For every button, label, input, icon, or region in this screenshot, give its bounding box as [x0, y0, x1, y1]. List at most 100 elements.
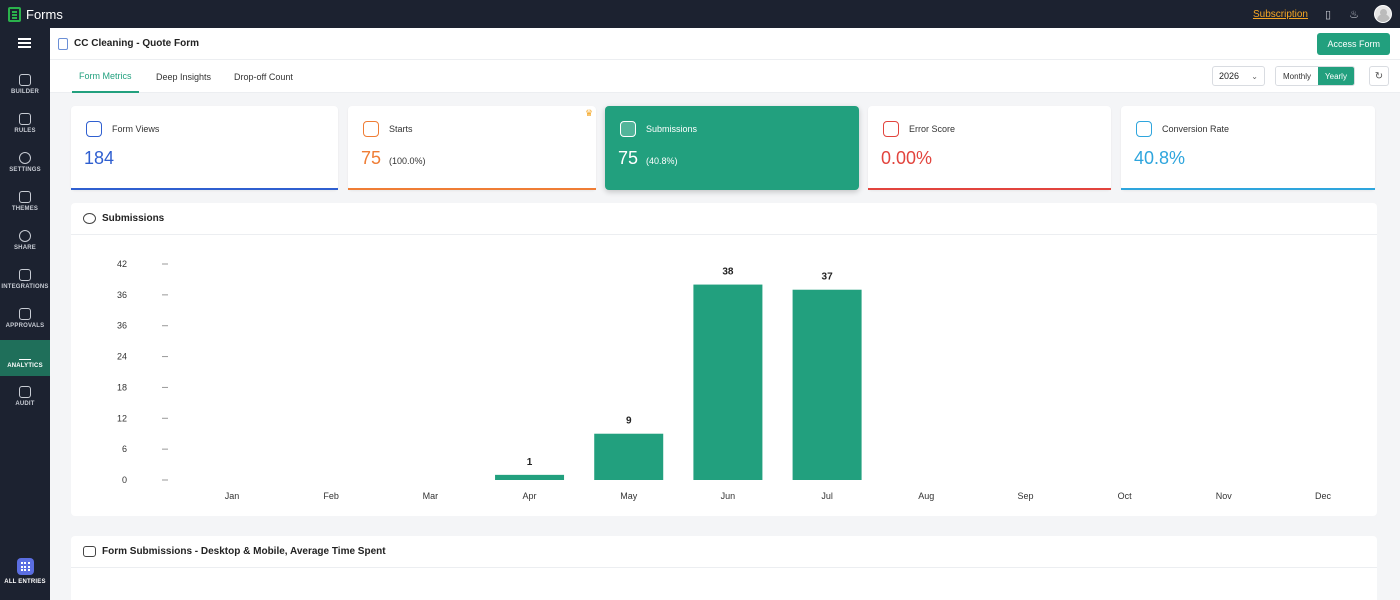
- bar-may[interactable]: [594, 433, 664, 480]
- card-accent-line: [71, 188, 338, 190]
- form-header: CC Cleaning - Quote Form Access Form: [50, 28, 1400, 60]
- sidebar-item-themes[interactable]: THEMES: [0, 183, 50, 219]
- card-value: 184: [84, 148, 114, 169]
- y-tick-label: 6: [122, 444, 127, 454]
- card-value-number: 184: [84, 148, 115, 168]
- x-tick-label: May: [620, 491, 638, 501]
- bar-jun[interactable]: [693, 284, 763, 480]
- card-value-number: 75: [618, 148, 639, 168]
- y-tick-label: 12: [117, 413, 127, 423]
- sidebar-item-audit[interactable]: AUDIT: [0, 378, 50, 414]
- tab-bar: Form Metrics Deep Insights Drop-off Coun…: [50, 60, 1400, 93]
- metric-card-starts[interactable]: Starts 75 (100.0%): [348, 106, 596, 190]
- sidebar-item-builder[interactable]: BUILDER: [0, 66, 50, 102]
- form-title: CC Cleaning - Quote Form: [58, 37, 199, 50]
- refresh-button[interactable]: ↻: [1369, 66, 1389, 86]
- palette-icon: [19, 190, 31, 203]
- starts-icon: [363, 121, 379, 137]
- year-select[interactable]: 2026 ⌄: [1212, 66, 1265, 86]
- sidebar-item-share[interactable]: SHARE: [0, 222, 50, 258]
- devices-panel: Form Submissions - Desktop & Mobile, Ave…: [71, 536, 1377, 600]
- card-label: Conversion Rate: [1162, 124, 1230, 134]
- card-sub-value: (40.8%): [646, 156, 678, 166]
- sidebar-item-label: SHARE: [13, 244, 36, 251]
- submissions-panel: Submissions 0 6 12 18 24 36 36 42 Jan Feb Mar 1 Apr 9…: [71, 203, 1377, 516]
- x-tick-label: Oct: [1118, 491, 1133, 501]
- sidebar-item-label: AUDIT: [15, 400, 35, 407]
- bar-apr[interactable]: [495, 474, 565, 480]
- metric-card-form-views[interactable]: Form Views 184: [71, 106, 338, 190]
- card-value-number: 40.8%: [1134, 148, 1186, 168]
- bell-icon[interactable]: ♨: [1349, 8, 1359, 21]
- data-label-jun: 38: [722, 267, 734, 278]
- card-header: Error Score: [883, 121, 955, 137]
- sidebar-item-settings[interactable]: SETTINGS: [0, 144, 50, 180]
- builder-icon: [19, 73, 31, 86]
- forms-logo-icon: [8, 6, 21, 22]
- bar-chart-icon: [19, 348, 31, 360]
- all-entries-button[interactable]: ALL ENTRIES: [0, 558, 50, 585]
- x-tick-label: Jan: [225, 491, 240, 501]
- card-accent-line: [1121, 188, 1375, 190]
- access-form-button[interactable]: Access Form: [1317, 32, 1390, 55]
- bar-jul[interactable]: [792, 289, 862, 480]
- crown-icon: ♛: [585, 108, 594, 118]
- plug-icon: [19, 268, 31, 281]
- yearly-button[interactable]: Yearly: [1318, 67, 1354, 85]
- card-value: 40.8%: [1134, 148, 1185, 169]
- sidebar-item-rules[interactable]: RULES: [0, 105, 50, 141]
- sidebar-item-integrations[interactable]: INTEGRATIONS: [0, 261, 50, 297]
- x-tick-label: Dec: [1315, 491, 1332, 501]
- card-label: Form Views: [112, 124, 160, 134]
- sidebar-item-label: ANALYTICS: [7, 362, 43, 369]
- devices-panel-header: Form Submissions - Desktop & Mobile, Ave…: [71, 536, 1377, 568]
- card-accent-line: [868, 188, 1111, 190]
- sidebar-item-analytics[interactable]: ANALYTICS: [0, 340, 50, 376]
- sidebar-item-approvals[interactable]: APPROVALS: [0, 300, 50, 336]
- conversion-rate-icon: [1136, 121, 1152, 137]
- card-label: Submissions: [646, 124, 698, 134]
- data-label-apr: 1: [527, 457, 533, 468]
- form-title-text: CC Cleaning - Quote Form: [74, 38, 199, 49]
- card-sub-value: (100.0%): [389, 156, 426, 166]
- rules-icon: [19, 112, 31, 125]
- tab-drop-off-count[interactable]: Drop-off Count: [234, 71, 293, 82]
- devices-panel-title: Form Submissions - Desktop & Mobile, Ave…: [102, 546, 386, 557]
- tab-form-metrics[interactable]: Form Metrics: [72, 60, 139, 93]
- x-tick-label: Jun: [721, 491, 736, 501]
- y-tick-label: 42: [117, 259, 127, 269]
- mobile-icon[interactable]: ▯: [1324, 8, 1332, 21]
- sidebar-item-label: BUILDER: [10, 88, 40, 95]
- x-tick-label: Feb: [323, 491, 339, 501]
- submissions-panel-title: Submissions: [102, 213, 165, 224]
- menu-icon[interactable]: [18, 38, 31, 48]
- chevron-down-icon: ⌄: [1251, 71, 1258, 81]
- monitor-icon: [83, 546, 96, 557]
- tab-deep-insights[interactable]: Deep Insights: [156, 71, 212, 82]
- metric-card-submissions[interactable]: Submissions 75 (40.8%): [605, 106, 859, 190]
- data-label-may: 9: [626, 416, 632, 427]
- document-icon: [58, 37, 68, 50]
- sidebar-item-label: RULES: [14, 127, 36, 134]
- submissions-icon: [620, 121, 636, 137]
- all-entries-label: ALL ENTRIES: [4, 579, 46, 585]
- metric-card-conversion-rate[interactable]: Conversion Rate 40.8%: [1121, 106, 1375, 190]
- card-value-number: 75: [361, 148, 382, 168]
- refresh-icon: ↻: [1374, 70, 1384, 82]
- card-value-number: 0.00%: [881, 148, 933, 168]
- x-tick-label: Apr: [523, 491, 537, 501]
- metric-card-error-score[interactable]: Error Score 0.00%: [868, 106, 1111, 190]
- top-actions: Subscription ▯ ♨: [1253, 5, 1392, 23]
- error-score-icon: [883, 121, 899, 137]
- sidebar-item-label: SETTINGS: [9, 166, 41, 173]
- subscription-link[interactable]: Subscription: [1252, 8, 1308, 20]
- avatar[interactable]: [1374, 5, 1392, 23]
- card-accent-line: [348, 188, 596, 190]
- card-label: Error Score: [909, 124, 956, 134]
- app-brand[interactable]: Forms: [8, 6, 63, 22]
- card-header: Conversion Rate: [1136, 121, 1229, 137]
- card-header: Form Views: [86, 121, 159, 137]
- y-tick-label: 36: [117, 321, 127, 331]
- monthly-button[interactable]: Monthly: [1276, 67, 1319, 85]
- share-icon: [19, 229, 31, 242]
